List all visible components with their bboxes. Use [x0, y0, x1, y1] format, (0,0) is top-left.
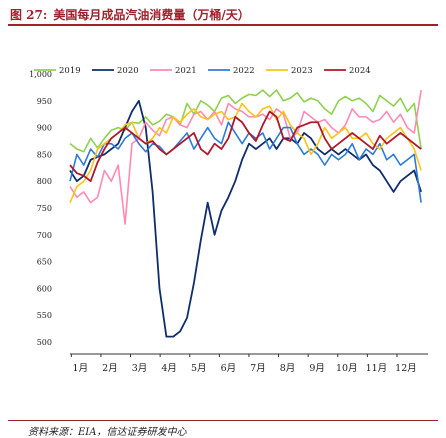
figure-number: 图 27:	[10, 8, 48, 22]
y-axis: 500 550 600 650 700 750 800 850 900 950 1,000	[29, 70, 52, 347]
series-line-2019	[69, 89, 422, 153]
figure-title-text: 美国每月成品汽油消费量（万桶/天）	[53, 8, 250, 22]
x-tick-label: 6月	[221, 363, 237, 374]
x-tick-label: 12月	[395, 363, 417, 374]
series-line-2020	[69, 99, 422, 338]
x-tick-label: 7月	[250, 363, 266, 374]
legend-label-2024: 2024	[349, 66, 371, 76]
series-line-2021	[69, 89, 422, 225]
y-tick-label: 550	[37, 311, 52, 320]
series-line-2023	[69, 102, 422, 203]
y-tick-label: 500	[37, 338, 52, 347]
series-line-2022	[69, 121, 422, 203]
x-tick-label: 3月	[132, 363, 148, 374]
legend-label-2020: 2020	[117, 66, 139, 76]
y-tick-label: 650	[37, 258, 52, 267]
y-tick-label: 900	[37, 124, 52, 133]
source-note: 资料来源：EIA，信达证券研发中心	[28, 427, 187, 438]
y-tick-label: 750	[37, 204, 52, 213]
legend-label-2022: 2022	[233, 66, 255, 76]
y-tick-label: 1,000	[29, 70, 52, 79]
x-axis: 1月 2月 3月 4月 5月 6月 7月 8月 9月 10月 11月 12月	[70, 353, 428, 374]
series-line-2024	[69, 110, 422, 183]
source-rule	[8, 420, 438, 421]
x-tick-label: 8月	[280, 363, 296, 374]
y-tick-label: 950	[37, 97, 52, 106]
x-tick-label: 4月	[161, 363, 177, 374]
y-tick-label: 800	[37, 177, 52, 186]
figure-title: 图 27: 美国每月成品汽油消费量（万桶/天）	[10, 6, 250, 23]
y-tick-label: 850	[37, 150, 52, 159]
legend-label-2023: 2023	[291, 66, 313, 76]
x-tick-label: 2月	[102, 363, 118, 374]
x-tick-label: 9月	[309, 363, 325, 374]
x-tick-label: 11月	[366, 363, 388, 374]
chart-legend: 2019 2020 2021 2022 2023 2024	[34, 66, 371, 76]
x-tick-label: 1月	[73, 363, 89, 374]
title-rule	[8, 24, 438, 26]
legend-label-2021: 2021	[175, 66, 197, 76]
legend-label-2019: 2019	[59, 66, 81, 76]
y-tick-label: 700	[37, 231, 52, 240]
x-tick-label: 5月	[191, 363, 207, 374]
plot-area	[69, 89, 422, 338]
x-tick-label: 10月	[336, 363, 358, 374]
y-tick-label: 600	[37, 284, 52, 293]
